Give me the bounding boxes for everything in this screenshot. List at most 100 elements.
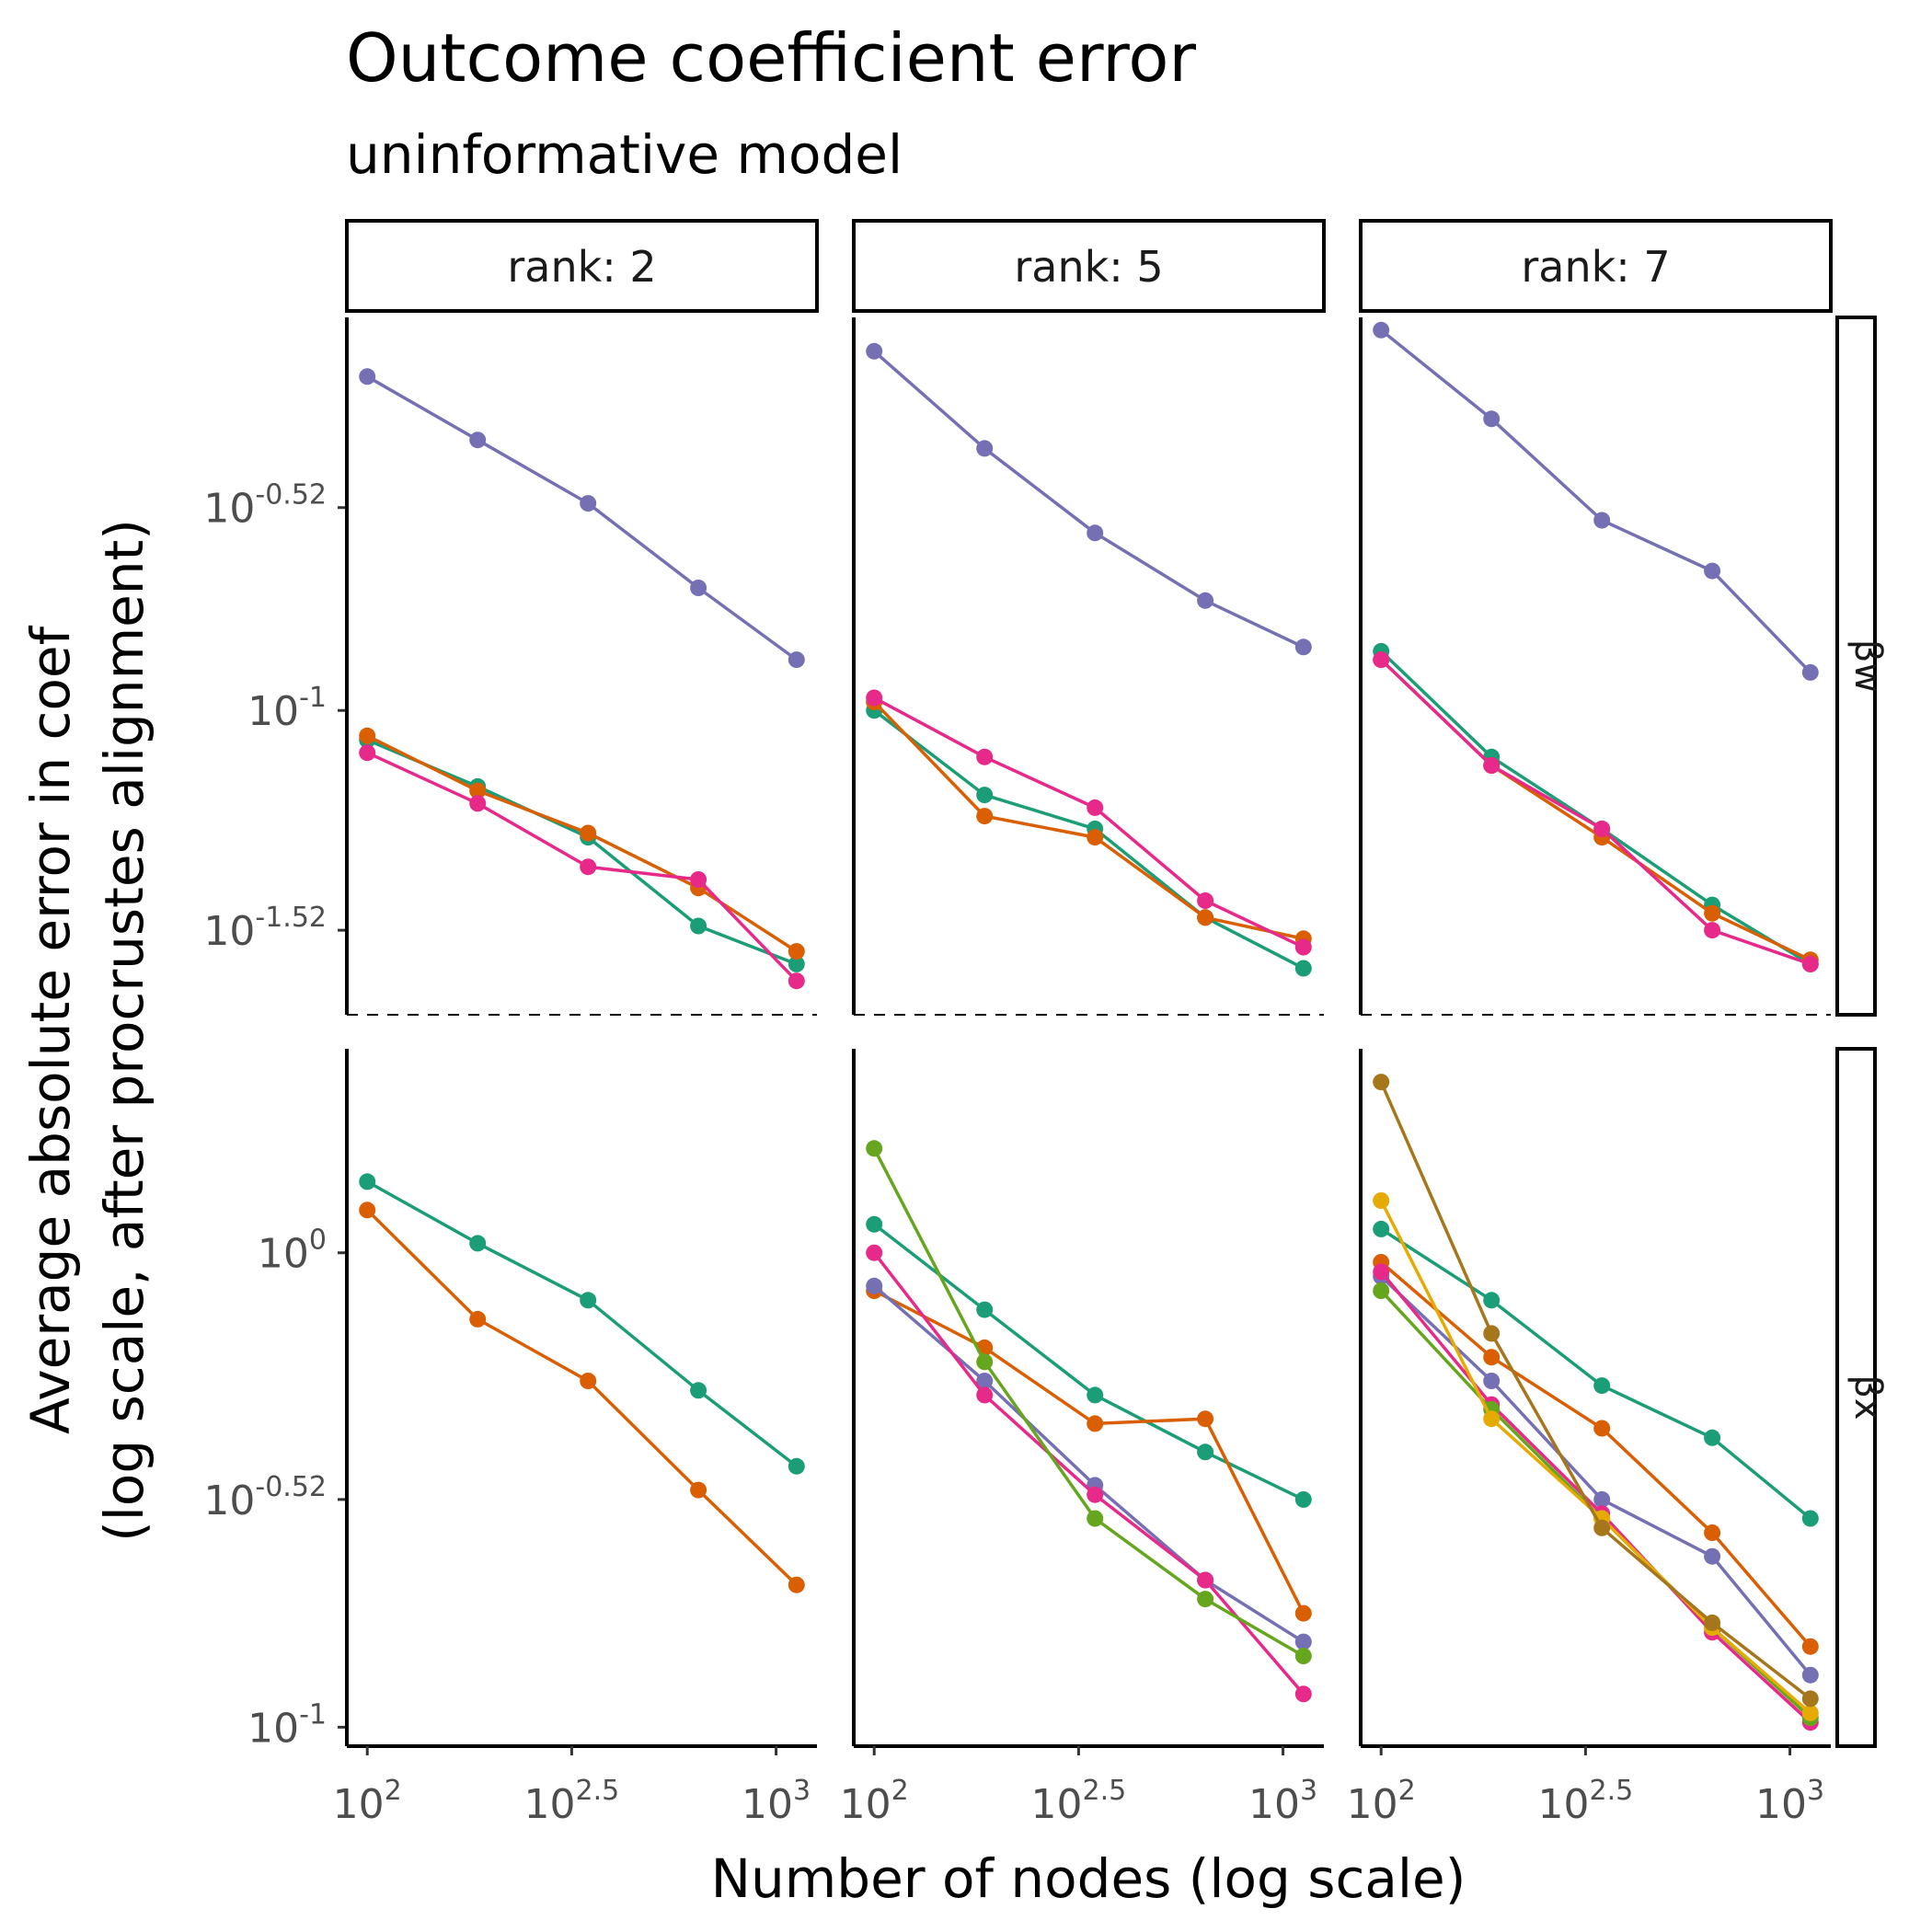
- data-point-orange-4: [690, 1481, 707, 1499]
- x-tick-label-col-3-3: 103: [1755, 1775, 1824, 1828]
- data-point-teal-5: [1801, 1510, 1819, 1527]
- data-point-brown-5: [1801, 1690, 1819, 1708]
- facet-strip-label-col-3: rank: 7: [1521, 242, 1670, 292]
- data-point-green-1: [1373, 1282, 1390, 1299]
- x-axis-title: Number of nodes (log scale): [711, 1847, 1466, 1910]
- facet-strip-row-2: [1835, 1047, 1877, 1748]
- data-point-brown-3: [1593, 1519, 1611, 1536]
- data-point-orange-4: [1197, 909, 1214, 926]
- data-point-teal-5: [1294, 960, 1312, 977]
- data-point-purple-2: [1483, 1373, 1501, 1389]
- data-point-pink-2: [469, 795, 487, 812]
- facet-strip-label-col-2: rank: 5: [1014, 242, 1163, 292]
- data-point-purple-5: [788, 651, 805, 669]
- data-point-purple-2: [469, 431, 487, 449]
- panel-row-1-col-3: [1359, 317, 1831, 1016]
- data-point-pink-4: [1197, 1571, 1214, 1589]
- data-point-green-1: [866, 1140, 883, 1157]
- data-point-teal-3: [1593, 1377, 1611, 1395]
- data-point-purple-3: [1593, 512, 1611, 529]
- facet-strip-row-1: [1835, 316, 1877, 1017]
- data-point-teal-2: [976, 1301, 994, 1318]
- data-point-orange-4: [1704, 904, 1721, 922]
- data-point-pink-1: [1373, 651, 1390, 669]
- data-point-purple-4: [1704, 1547, 1721, 1565]
- data-point-orange-3: [580, 824, 597, 842]
- data-point-pink-2: [976, 748, 994, 765]
- data-point-teal-1: [1373, 1220, 1390, 1237]
- data-point-pink-2: [1483, 757, 1501, 774]
- y-tick-label-row-1-1: 10-0.52: [203, 479, 327, 533]
- y-axis-title-line-1: Average absolute error in coef: [19, 625, 82, 1434]
- data-point-pink-3: [580, 858, 597, 876]
- data-point-pink-5: [1294, 1685, 1312, 1703]
- panel-row-2-col-3: 102 102.5 103: [1347, 1049, 1831, 1828]
- data-point-orange-3: [580, 1373, 597, 1389]
- y-tick-label-row-1-2: 10-1: [247, 682, 327, 735]
- x-tick-label-col-2-3: 103: [1248, 1775, 1317, 1828]
- facet-strip-label-col-1: rank: 2: [507, 242, 656, 292]
- facet-strip-col-2: [852, 219, 1326, 313]
- data-point-teal-2: [1483, 1292, 1501, 1309]
- data-point-purple-3: [580, 495, 597, 512]
- data-point-pink-3: [1593, 820, 1611, 837]
- data-point-purple-4: [1704, 562, 1721, 580]
- data-point-green-4: [1197, 1591, 1214, 1608]
- data-point-pink-5: [1294, 938, 1312, 956]
- facet-strip-label-row-1: βw: [1846, 639, 1889, 693]
- data-point-orange-1: [359, 727, 376, 744]
- data-point-teal-1: [866, 1215, 883, 1233]
- data-point-yellow-5: [1801, 1704, 1819, 1721]
- data-point-orange-4: [1197, 1410, 1214, 1428]
- data-point-brown-4: [1704, 1614, 1721, 1631]
- data-point-orange-2: [469, 1310, 487, 1328]
- data-point-pink-5: [1801, 955, 1819, 972]
- x-tick-label-col-1-2: 102.5: [524, 1775, 620, 1828]
- data-point-orange-3: [1087, 1415, 1104, 1432]
- data-point-yellow-1: [1373, 1192, 1390, 1209]
- data-point-brown-2: [1483, 1325, 1501, 1342]
- data-point-pink-2: [976, 1386, 994, 1404]
- panel-row-2-col-1: 102 102.5 103: [333, 1049, 817, 1828]
- y-tick-label-row-1-3: 10-1.52: [203, 902, 327, 955]
- data-point-pink-5: [788, 972, 805, 990]
- data-point-orange-5: [788, 1576, 805, 1593]
- x-tick-label-col-1-1: 102: [333, 1775, 402, 1828]
- chart-title: Outcome coefficient error: [346, 19, 1196, 97]
- x-tick-label-col-3-1: 102: [1347, 1775, 1416, 1828]
- data-point-orange-5: [1294, 1604, 1312, 1622]
- data-point-purple-5: [1294, 1633, 1312, 1650]
- data-point-purple-2: [1483, 410, 1501, 428]
- data-point-teal-5: [788, 1457, 805, 1475]
- data-point-purple-4: [1197, 592, 1214, 609]
- data-point-orange-2: [1483, 1349, 1501, 1366]
- data-point-teal-5: [788, 955, 805, 972]
- data-point-purple-3: [1087, 524, 1104, 542]
- y-tick-label-row-2-3: 10-1: [247, 1698, 327, 1752]
- panel-row-1-col-1: [345, 317, 817, 1016]
- panel-row-1-col-2: [852, 317, 1324, 1016]
- data-point-teal-3: [580, 1292, 597, 1309]
- data-point-teal-5: [1294, 1490, 1312, 1508]
- panel-row-2-col-2: 102 102.5 103: [840, 1049, 1324, 1828]
- data-point-pink-1: [359, 744, 376, 762]
- data-point-pink-1: [866, 689, 883, 707]
- data-point-green-2: [976, 1353, 994, 1371]
- facet-strip-col-1: [345, 219, 819, 313]
- data-point-green-5: [1294, 1648, 1312, 1664]
- data-point-pink-3: [1087, 1486, 1104, 1503]
- y-tick-label-row-2-1: 100: [258, 1225, 327, 1278]
- data-point-green-3: [1087, 1510, 1104, 1527]
- y-axis-title-line-2: (log scale, after procrustes alignment): [93, 519, 155, 1542]
- facet-strip-label-row-2: βx: [1846, 1374, 1889, 1420]
- x-tick-label-col-1-3: 103: [742, 1775, 811, 1828]
- data-point-purple-5: [1294, 638, 1312, 656]
- data-point-purple-1: [359, 368, 376, 385]
- data-point-teal-4: [1704, 1429, 1721, 1446]
- x-tick-label-col-3-2: 102.5: [1538, 1775, 1634, 1828]
- data-point-purple-1: [1373, 321, 1390, 339]
- data-point-pink-4: [1704, 922, 1721, 939]
- data-point-orange-3: [1593, 1420, 1611, 1437]
